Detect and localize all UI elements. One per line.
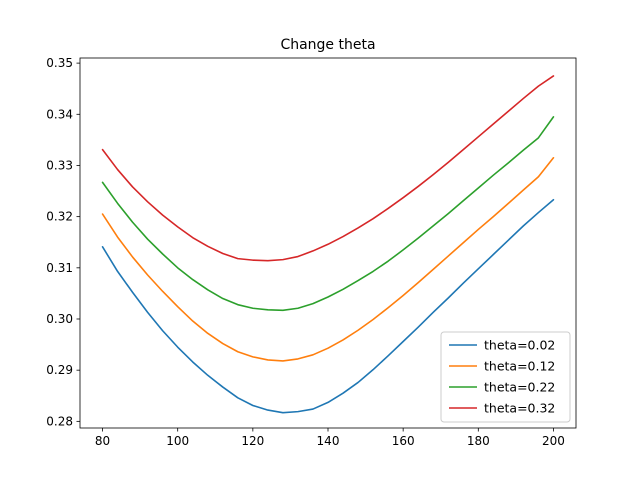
y-tick-label: 0.31 bbox=[46, 261, 73, 275]
y-tick-label: 0.28 bbox=[46, 414, 73, 428]
chart-title: Change theta bbox=[280, 37, 375, 53]
y-axis: 0.28 0.29 0.30 0.31 0.32 0.33 0.34 0.35 bbox=[46, 56, 80, 428]
x-tick-label: 160 bbox=[392, 434, 415, 448]
series-line-3 bbox=[101, 75, 555, 262]
legend-label: theta=0.22 bbox=[484, 380, 555, 395]
legend-label: theta=0.02 bbox=[484, 338, 555, 353]
y-tick-label: 0.33 bbox=[46, 158, 73, 172]
x-tick-label: 80 bbox=[95, 434, 110, 448]
x-tick-label: 100 bbox=[166, 434, 189, 448]
y-tick-label: 0.30 bbox=[46, 312, 73, 326]
legend-label: theta=0.32 bbox=[484, 401, 555, 416]
series-line-0 bbox=[101, 198, 555, 414]
x-tick-label: 200 bbox=[542, 434, 565, 448]
y-tick-label: 0.35 bbox=[46, 56, 73, 70]
plot-lines bbox=[101, 75, 555, 414]
x-tick-label: 120 bbox=[241, 434, 264, 448]
x-tick-label: 140 bbox=[317, 434, 340, 448]
plot-frame bbox=[79, 57, 577, 429]
x-axis: 80 100 120 140 160 180 200 bbox=[95, 428, 565, 448]
series-line-1 bbox=[101, 156, 555, 362]
series-line-2 bbox=[101, 116, 555, 312]
x-tick-label: 180 bbox=[467, 434, 490, 448]
legend-label: theta=0.12 bbox=[484, 359, 555, 374]
legend-box bbox=[440, 331, 571, 423]
y-tick-label: 0.32 bbox=[46, 210, 73, 224]
legend: theta=0.02 theta=0.12 theta=0.22 theta=0.32 bbox=[440, 331, 571, 423]
y-tick-label: 0.34 bbox=[46, 107, 73, 121]
y-tick-label: 0.29 bbox=[46, 363, 73, 377]
